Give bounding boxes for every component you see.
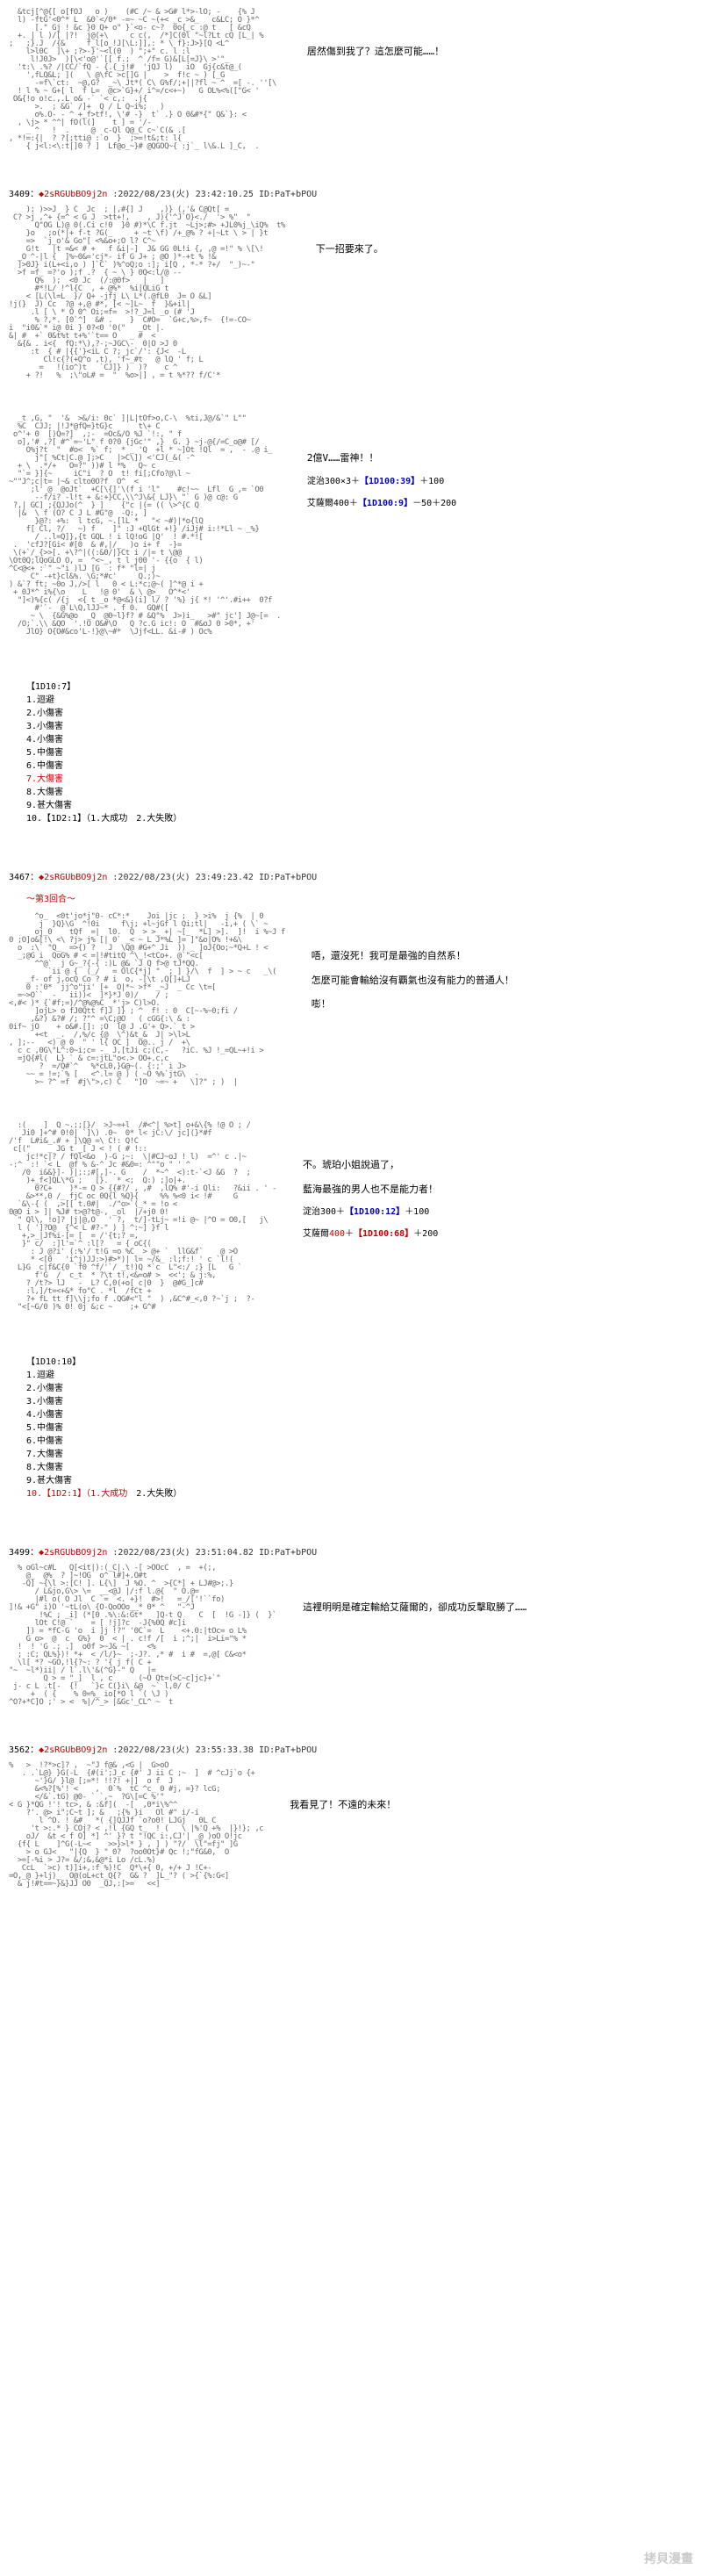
ascii-art: ); )>>J } C Jc ; |,#{] J ,)} (,'& C@Qt[ … [9,206,290,380]
dice-prefix: 艾薩爾 [303,1229,329,1239]
ascii-art: % > !?*>c]? , ~"J f@& ,<G | G>oO . .`L@}… [9,1762,263,1889]
post-timestamp: :2022/08/23(火) 23:55:33.38 ID:PaT+bPOU [112,1745,317,1755]
dice-list-item: 6.中傷害 [26,759,693,773]
dialogue-line: 我看見了！不遠的未來！ [290,1797,396,1813]
dice-list-item: 5.中傷害 [26,746,693,759]
tripcode: ◆2sRGUbBO9j2n [39,190,107,199]
dice-list-item: 7.大傷害 [26,1448,693,1461]
post: 【1D10:10】1.迴避2.小傷害3.小傷害4.小傷害5.中傷害6.中傷害7.… [0,1338,702,1518]
dialogue-line: 唔，還沒死！我可是最強的自然系！ [312,948,514,964]
tripcode: ◆2sRGUbBO9j2n [39,873,107,882]
content-row: % oGl~c#L Q[<it|):(_C|.\ -[ >OOcC , = +(… [9,1565,693,1707]
content-row: _t ,G, " '& >&/i: 0c` ]|L|tOf>o,C-\ %ti,… [9,415,693,637]
dice-suffix: ＋200 [413,1229,438,1239]
dice-roll: 淀治300＋【1D100:12】＋100 [303,1205,438,1219]
dice-bracket: 【1D100:39】 [360,477,419,486]
dialogue: 唔，還沒死！我可是最強的自然系！ 怎麼可能會輸給沒有覇氣也沒有能力的普通人！ 嘭！ [312,913,514,1021]
dice-roll: 艾薩爾400＋【1D100:9】－50＋200 [307,497,456,510]
tripcode: ◆2sRGUbBO9j2n [39,1548,107,1558]
dialogue: 這裡明明是確定輸給艾薩爾的，卻成功反擊取勝了…… [303,1565,526,1624]
post: 3409：◆2sRGUbBO9j2n :2022/08/23(火) 23:42:… [0,177,702,389]
ascii-art: _t ,G, " '& >&/i: 0c` ]|L|tOf>o,C-\ %ti,… [9,415,281,637]
dice-list-item: 1.迴避 [26,694,693,707]
dice-suffix: ＋100 [405,1207,429,1217]
dice-roll: 艾薩爾400＋【1D100:68】＋200 [303,1227,438,1241]
dice-list-item: 6.中傷害 [26,1435,693,1448]
post-number: 3409： [9,190,39,199]
ascii-art: :( ] Q ~.;;[}/ >J~=+l /#<^| %>t] o+&\{% … [9,1122,276,1312]
content-row: ^o_ <0t'jo*j"0- cC*:* Joi |jc ; } >i% j … [9,913,693,1087]
dice-list-item: 4.小傷害 [26,733,693,746]
dialogue-line: 怎麼可能會輸給沒有覇氣也沒有能力的普通人！ [312,973,514,989]
post-header: 3409：◆2sRGUbBO9j2n :2022/08/23(火) 23:42:… [9,186,693,199]
post: 【1D10:7】1.迴避2.小傷害3.小傷害4.小傷害5.中傷害6.中傷害7.大… [0,663,702,843]
dice-list-item: 9.甚大傷害 [26,799,693,812]
dialogue-line: 下一招要來了。 [316,241,383,257]
watermark: 拷貝漫畫 [644,2550,693,2567]
ascii-art: &tcj[^@{[ o[fOJ o ) (#C /~ & >G# l*>-lO;… [9,9,281,151]
post: &tcj[^@{[ o[fOJ o ) (#C /~ & >G# l*>-lO;… [0,0,702,160]
dice-list-item-final: 10.【1D2:1】（1.大成功 2.大失敗） [26,1487,693,1500]
dialogue-line: 居然傷到我了？這怎麼可能……！ [307,44,444,60]
dice-suffix: ＋100 [419,477,444,486]
post-header: 3499：◆2sRGUbBO9j2n :2022/08/23(火) 23:51:… [9,1544,693,1558]
dice-suffix: －50＋200 [412,499,456,508]
dialogue: 2億V……雷神！！ 淀治300×3＋【1D100:39】＋100 艾薩爾400＋【1… [307,415,456,510]
dice-list-header: 【1D10:7】 [26,680,693,694]
ascii-art: % oGl~c#L Q[<it|):(_C|.\ -[ >OOcC , = +(… [9,1565,276,1707]
ascii-art: ^o_ <0t'jo*j"0- cC*:* Joi |jc ; } >i% j … [9,913,285,1087]
dialogue-line: 不。琥珀小姐說過了， [303,1157,438,1173]
dice-list-header: 【1D10:10】 [26,1356,693,1369]
dice-list-item: 2.小傷害 [26,707,693,720]
dice-list: 【1D10:10】1.迴避2.小傷害3.小傷害4.小傷害5.中傷害6.中傷害7.… [26,1356,693,1500]
dice-list-item: 5.中傷害 [26,1421,693,1435]
content-row: % > !?*>c]? , ~"J f@& ,<G | G>oO . .`L@}… [9,1762,693,1889]
post-header: 3562：◆2sRGUbBO9j2n :2022/08/23(火) 23:55:… [9,1742,693,1755]
dice-bracket: 【1D100:9】 [358,499,412,508]
content-row: &tcj[^@{[ o[fOJ o ) (#C /~ & >G# l*>-lO;… [9,9,693,151]
dialogue: 居然傷到我了？這怎麼可能……！ [307,9,444,68]
post: 3562：◆2sRGUbBO9j2n :2022/08/23(火) 23:55:… [0,1733,702,1897]
post: _t ,G, " '& >&/i: 0c` ]|L|tOf>o,C-\ %ti,… [0,407,702,645]
dice-list-item: 8.大傷害 [26,786,693,799]
post-number: 3562： [9,1745,39,1755]
post-timestamp: :2022/08/23(火) 23:49:23.42 ID:PaT+bPOU [112,873,317,882]
dice-bracket: 【1D100:68】 [354,1229,413,1239]
post-timestamp: :2022/08/23(火) 23:51:04.82 ID:PaT+bPOU [112,1548,317,1558]
dialogue: 不。琥珀小姐說過了， 藍海最強的男人也不是能力者！ 淀治300＋【1D100:12】… [303,1122,438,1241]
dice-list-item: 1.迴避 [26,1369,693,1382]
dialogue-line: 2億V……雷神！！ [307,450,456,466]
dice-list-item: 3.小傷害 [26,1395,693,1408]
round-marker: ～第3回合～ [26,891,693,904]
dice-list-item: 9.甚大傷害 [26,1474,693,1487]
dialogue-line: 這裡明明是確定輸給艾薩爾的，卻成功反擊取勝了…… [303,1600,526,1615]
post: :( ] Q ~.;;[}/ >J~=+l /#<^| %>t] o+&\{% … [0,1113,702,1320]
dice-list-item: 4.小傷害 [26,1408,693,1421]
post-header: 3467：◆2sRGUbBO9j2n :2022/08/23(火) 23:49:… [9,869,693,882]
dialogue-line: 藍海最強的男人也不是能力者！ [303,1182,438,1198]
post: 3467：◆2sRGUbBO9j2n :2022/08/23(火) 23:49:… [0,860,702,1096]
post: 3499：◆2sRGUbBO9j2n :2022/08/23(火) 23:51:… [0,1536,702,1716]
dice-roll: 淀治300×3＋【1D100:39】＋100 [307,475,456,488]
tripcode: ◆2sRGUbBO9j2n [39,1745,107,1755]
dice-list-item: 2.小傷害 [26,1382,693,1395]
content-row: :( ] Q ~.;;[}/ >J~=+l /#<^| %>t] o+&\{% … [9,1122,693,1312]
post-timestamp: :2022/08/23(火) 23:42:10.25 ID:PaT+bPOU [112,190,317,199]
dice-list-item: 8.大傷害 [26,1461,693,1474]
dialogue: 我看見了！不遠的未來！ [290,1762,396,1822]
dice-bracket: 【1D100:12】 [345,1207,405,1217]
dialogue-line: 嘭！ [312,997,514,1012]
dialogue: 下一招要來了。 [316,206,383,266]
post-number: 3467： [9,873,39,882]
post-number: 3499： [9,1548,39,1558]
dice-list: 【1D10:7】1.迴避2.小傷害3.小傷害4.小傷害5.中傷害6.中傷害7.大… [26,680,693,825]
dice-list-item: 10.【1D2:1】（1.大成功 2.大失敗） [26,812,693,825]
dice-list-item: 3.小傷害 [26,720,693,733]
content-row: ); )>>J } C Jc ; |,#{] J ,)} (,'& C@Qt[ … [9,206,693,380]
dice-list-item-hit: 7.大傷害 [26,773,693,786]
dice-value: 400 [329,1229,345,1239]
